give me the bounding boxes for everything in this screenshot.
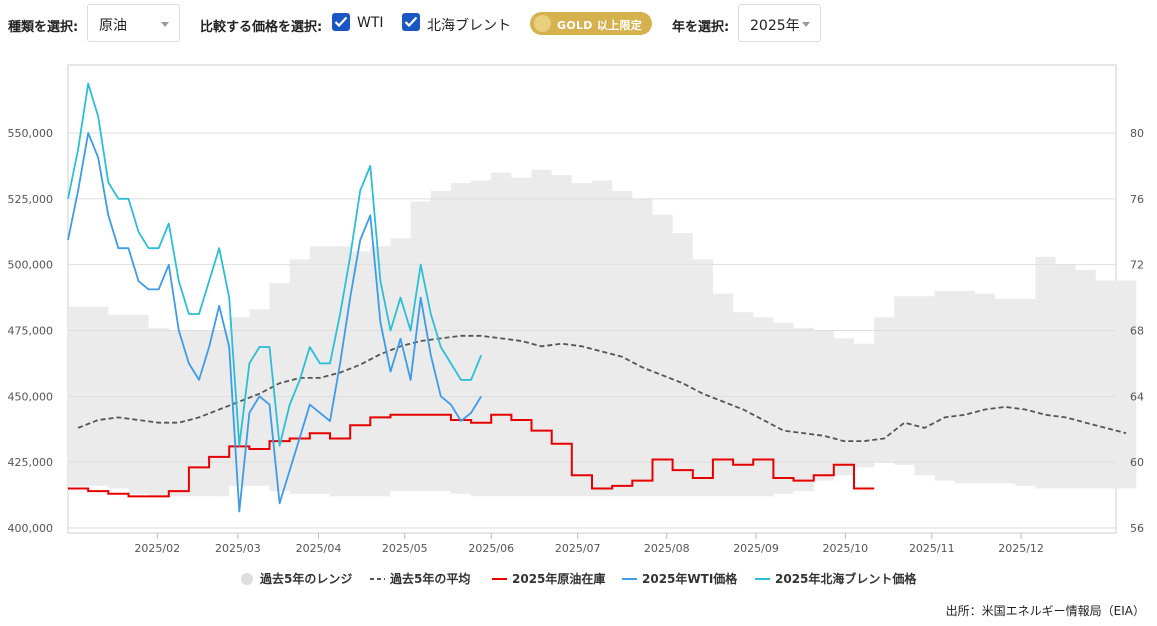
- y-left-tick-label: 425,000: [8, 456, 54, 469]
- x-tick-label: 2025/12: [998, 542, 1044, 555]
- x-tick-label: 2025/06: [468, 542, 514, 555]
- y-left-tick-label: 550,000: [8, 127, 54, 140]
- type-select[interactable]: 原油: [87, 4, 180, 42]
- chevron-down-icon: [161, 22, 169, 27]
- y-right-tick-label: 60: [1130, 456, 1144, 469]
- type-select-label: 種類を選択:: [8, 20, 79, 35]
- y-right-tick-label: 80: [1130, 127, 1144, 140]
- x-tick-label: 2025/03: [215, 542, 261, 555]
- x-tick-label: 2025/09: [733, 542, 779, 555]
- x-tick-label: 2025/05: [382, 542, 428, 555]
- gold-badge[interactable]: GOLD 以上限定: [530, 12, 652, 35]
- y-left-tick-label: 400,000: [8, 522, 54, 535]
- series-brent-line: [67, 82, 483, 447]
- compare-label: 比較する価格を選択:: [200, 20, 323, 35]
- legend-label: 過去5年の平均: [389, 571, 470, 586]
- x-tick-label: 2025/08: [644, 542, 690, 555]
- year-select-label: 年を選択:: [672, 20, 730, 35]
- y-right-tick-label: 64: [1130, 390, 1144, 403]
- gold-icon: [534, 15, 551, 32]
- y-right-tick-label: 56: [1130, 522, 1144, 535]
- legend-label: 過去5年のレンジ: [259, 571, 352, 586]
- source-note: 出所：米国エネルギー情報局（EIA）: [945, 604, 1145, 618]
- y-left-tick-label: 500,000: [8, 259, 54, 272]
- series-stock-line: [68, 413, 875, 498]
- x-tick-label: 2025/11: [909, 542, 955, 555]
- x-tick-label: 2025/10: [822, 542, 868, 555]
- y-right-tick-label: 72: [1130, 259, 1144, 272]
- wti-checkbox[interactable]: [332, 13, 350, 31]
- y-left-tick-label: 525,000: [8, 193, 54, 206]
- brent-label: 北海ブレント: [427, 18, 511, 34]
- y-right-tick-label: 76: [1130, 193, 1144, 206]
- year-select[interactable]: 2025年: [738, 4, 821, 42]
- legend-label: 2025年WTI価格: [642, 571, 738, 586]
- check-icon: [404, 16, 418, 28]
- chevron-down-icon: [802, 22, 810, 27]
- x-tick-label: 2025/04: [296, 542, 342, 555]
- x-tick-label: 2025/07: [555, 542, 601, 555]
- wti-label: WTI: [357, 15, 384, 31]
- series-wti-line: [67, 132, 482, 513]
- legend-swatch-range: [241, 573, 253, 585]
- brent-checkbox[interactable]: [402, 13, 420, 31]
- series-range-band: [68, 169, 1137, 497]
- chart: 400,000 425,000 450,000 475,000 500,000 525,0…: [8, 64, 1144, 586]
- gold-badge-text: GOLD 以上限定: [557, 19, 643, 32]
- toolbar: 種類を選択: 原油 比較する価格を選択: WTI 北海ブレント GOLD 以上限…: [0, 0, 1157, 50]
- y-left-tick-label: 450,000: [8, 390, 54, 403]
- legend-label: 2025年原油在庫: [512, 571, 605, 586]
- y-right-tick-label: 68: [1130, 325, 1144, 338]
- check-icon: [334, 16, 348, 28]
- year-select-value: 2025年: [750, 18, 800, 34]
- y-left-tick-label: 475,000: [8, 325, 54, 338]
- legend: 過去5年のレンジ 過去5年の平均 2025年原油在庫 2025年WTI価格 2025年北…: [241, 571, 917, 586]
- x-tick-label: 2025/02: [134, 542, 180, 555]
- legend-label: 2025年北海ブレント価格: [775, 571, 917, 586]
- type-select-value: 原油: [99, 18, 127, 34]
